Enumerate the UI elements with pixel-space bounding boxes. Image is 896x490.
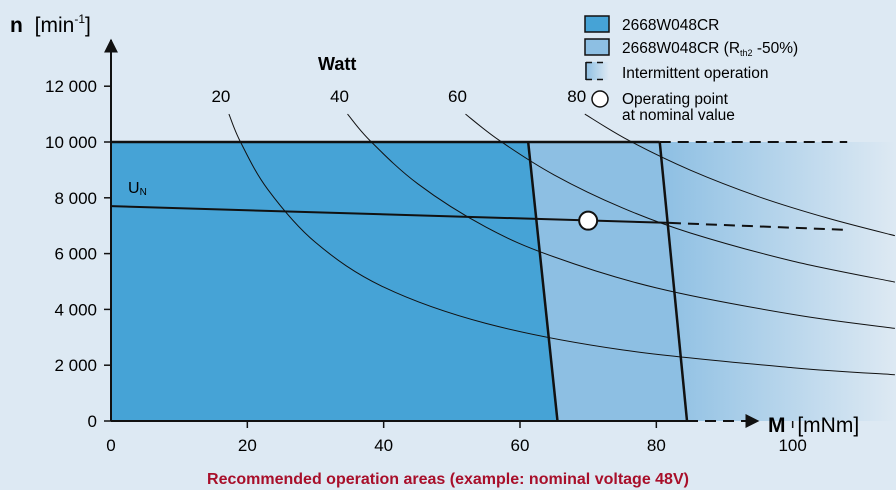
legend-label-intermittent: Intermittent operation: [622, 65, 768, 82]
voltage-layer: UN: [110, 180, 848, 231]
x-axis-title: M [mNm]: [768, 414, 859, 437]
power-curve-20: [228, 113, 895, 376]
x-tick-label: 80: [647, 436, 666, 455]
y-axis-symbol: n: [10, 14, 23, 37]
power-curves-title: Watt: [318, 54, 356, 74]
legend-label-rth2-main: 2668W048CR (R: [622, 40, 740, 57]
voltage-line: [110, 205, 670, 224]
legend-label-operating-point: Operating point at nominal value: [622, 91, 735, 124]
power-curve-80: [584, 113, 896, 237]
rth2-boundary-line: [658, 141, 689, 422]
y-tick-label: 2 000: [54, 356, 97, 375]
y-axis-unit-suffix: ]: [85, 14, 91, 37]
legend-label-operating-point-line2: at nominal value: [622, 107, 735, 124]
operating-point-marker: [578, 210, 599, 231]
regions-layer: [111, 142, 895, 421]
legend-label-continuous: 2668W048CR: [622, 17, 719, 34]
region-continuous: [111, 142, 558, 421]
y-tick-label: 4 000: [54, 300, 97, 319]
y-axis-title: n [min-1]: [10, 12, 91, 37]
ticks-layer: 0 2 000 4 000 6 000 8 000 10 000 12 000 0 20 40 60…: [45, 77, 807, 455]
legend-label-rth2: 2668W048CR (Rth2 -50%): [622, 40, 798, 58]
boundary-lines-layer: [111, 140, 848, 422]
x-tick-label: 0: [106, 436, 115, 455]
legend-swatch-intermittent: [585, 61, 609, 81]
chart-caption: Recommended operation areas (example: no…: [207, 471, 689, 488]
y-axis-unit-sup: -1: [74, 12, 85, 26]
legend-swatch-rth2: [584, 38, 610, 56]
y-axis-unit-prefix: [min: [35, 14, 75, 37]
continuous-boundary-line: [526, 141, 559, 422]
x-axis-unit: [mNm]: [797, 414, 859, 437]
x-tick-label: 100: [778, 436, 806, 455]
x-tick-label: 20: [238, 436, 257, 455]
legend-label-operating-point-line1: Operating point: [622, 91, 729, 108]
power-curve-40: [347, 113, 895, 329]
y-tick-label: 12 000: [45, 77, 97, 96]
y-tick-label: 10 000: [45, 133, 97, 152]
region-rth2: [528, 142, 687, 421]
legend-swatch-continuous: [584, 15, 610, 33]
axes-layer: [104, 38, 760, 428]
x-tick-label: 60: [511, 436, 530, 455]
region-intermittent: [659, 142, 895, 421]
power-curve-label-60: 60: [448, 87, 467, 106]
voltage-line-label-main: U: [128, 180, 140, 197]
voltage-line-label-sub: N: [140, 187, 147, 198]
y-tick-label: 0: [88, 412, 97, 431]
y-tick-label: 8 000: [54, 189, 97, 208]
voltage-dashed-line: [669, 221, 848, 231]
legend-label-rth2-tail: -50%): [753, 40, 799, 57]
y-tick-label: 6 000: [54, 245, 97, 264]
legend: 2668W048CR 2668W048CR (Rth2 -50%) Interm…: [584, 15, 798, 124]
x-axis-symbol: M: [768, 414, 786, 437]
power-curve-label-40: 40: [330, 87, 349, 106]
voltage-line-label: UN: [128, 180, 147, 198]
legend-label-rth2-sub: th2: [740, 48, 753, 58]
power-curve-label-80: 80: [567, 87, 586, 106]
power-curve-label-20: 20: [211, 87, 230, 106]
x-tick-label: 40: [374, 436, 393, 455]
legend-swatch-operating-point: [591, 90, 609, 108]
power-curves-layer: 20 40 60 80: [211, 87, 896, 376]
